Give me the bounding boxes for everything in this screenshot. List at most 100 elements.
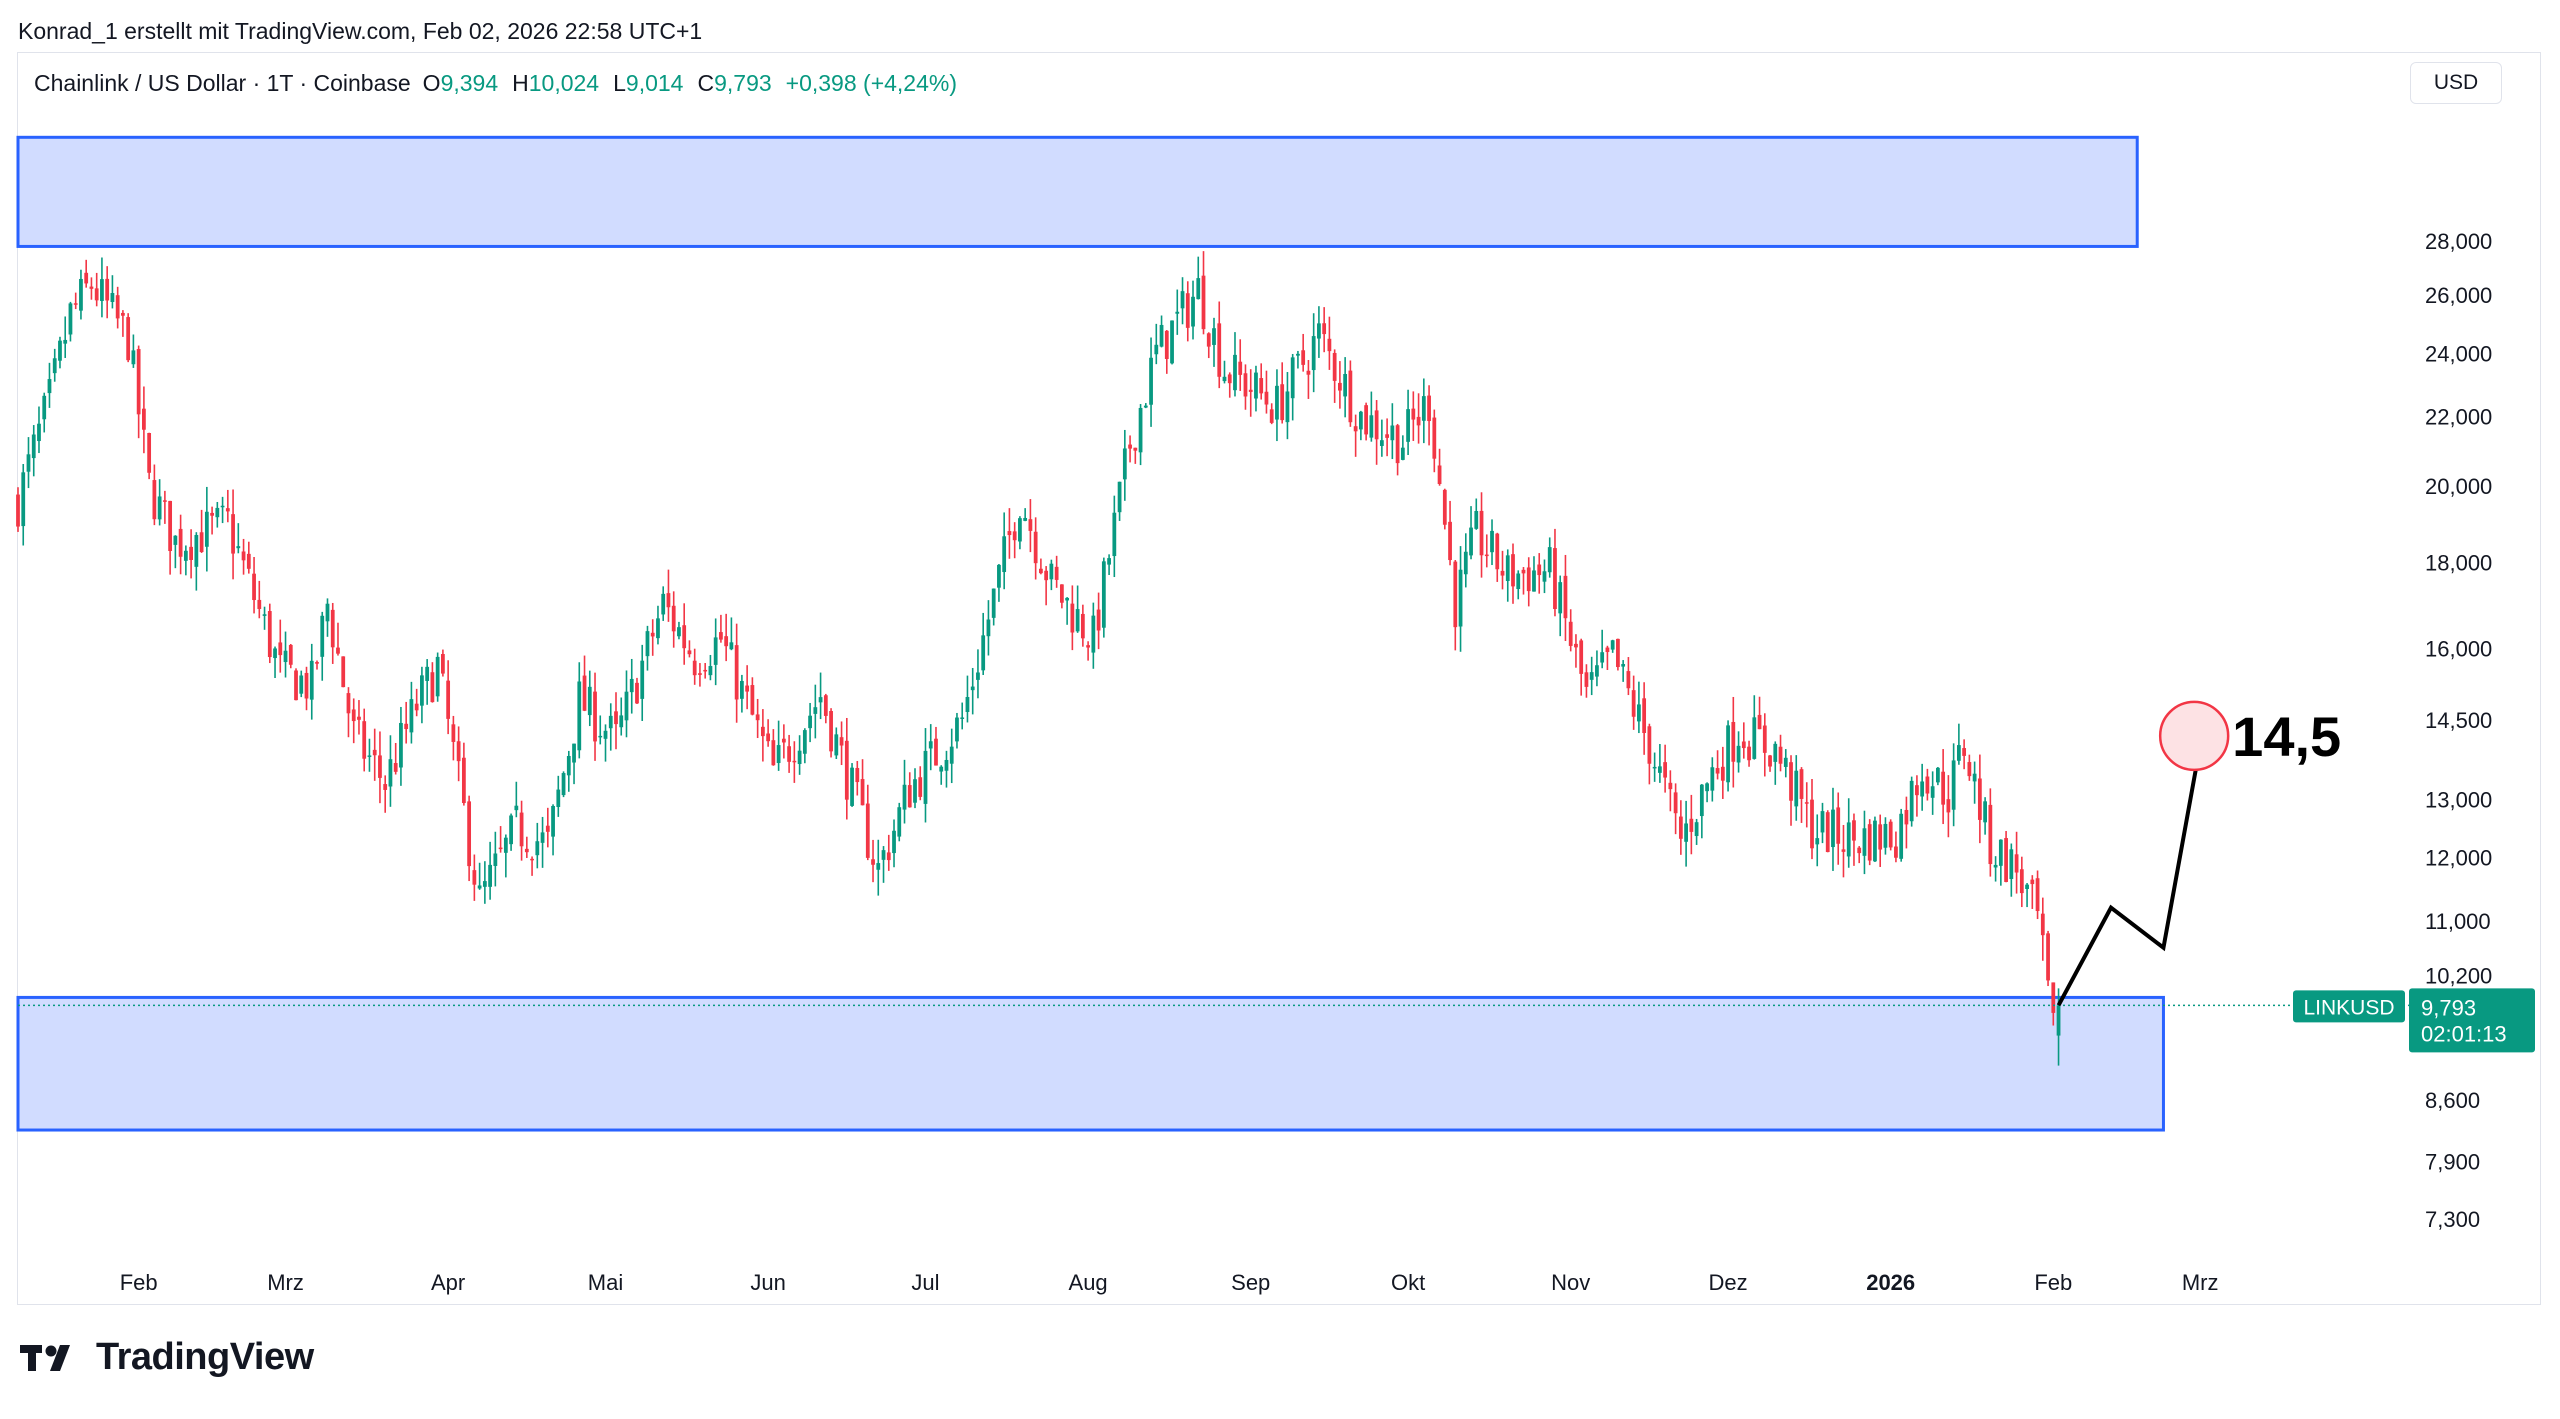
candle-body [614, 711, 618, 725]
candle-body [1915, 785, 1919, 796]
candle-body [608, 715, 613, 729]
candle-body [110, 293, 115, 302]
candle-body [1201, 275, 1206, 330]
candle-body [1568, 621, 1573, 646]
candle-body [850, 767, 854, 806]
high-value: 10,024 [528, 70, 600, 96]
candle-body [1505, 555, 1510, 582]
price-tag-value: 9,793 [2421, 995, 2476, 1020]
candle-body [1684, 823, 1688, 842]
candle-body [635, 682, 639, 704]
candle-body [997, 564, 1001, 588]
candle-body [582, 675, 587, 711]
candle-body [1888, 821, 1893, 848]
candle-body [1096, 609, 1101, 631]
candle-body [351, 709, 356, 722]
candle-body [1657, 766, 1662, 773]
candle-body [656, 618, 660, 639]
candle-body [1175, 311, 1180, 314]
candle-body [1421, 396, 1426, 421]
candle-body [21, 472, 26, 527]
candle-body [839, 737, 844, 746]
candle-body [1243, 373, 1248, 397]
candle-body [420, 675, 424, 706]
candle-body [771, 740, 776, 766]
candle-body [797, 750, 802, 765]
resistance-zone[interactable] [16, 135, 2139, 248]
candle-body [1647, 726, 1652, 764]
candle-body [399, 722, 403, 768]
candle-body [31, 434, 36, 459]
candle-body [1878, 824, 1883, 850]
price-tag[interactable] [2409, 988, 2535, 1053]
ticker-tag[interactable] [2293, 990, 2405, 1023]
candle-body [388, 759, 393, 787]
candle-body [1783, 757, 1788, 767]
candle-body [1810, 799, 1814, 849]
candle-body [357, 716, 361, 720]
open-key: O [422, 70, 441, 96]
candle-body [288, 644, 293, 665]
x-tick-label: Nov [1551, 1270, 1590, 1295]
tradingview-brand[interactable]: TradingView [20, 1336, 314, 1379]
candle-body [152, 480, 157, 520]
candle-body [325, 603, 330, 622]
y-tick-label: 18,000 [2425, 551, 2492, 576]
candle-body [2056, 1005, 2061, 1036]
candle-body [1983, 801, 1987, 823]
x-tick-label: Okt [1391, 1270, 1425, 1295]
candle-body [1059, 584, 1064, 603]
candle-body [1285, 391, 1290, 423]
candle-body [1191, 296, 1195, 327]
candle-body [194, 534, 199, 567]
candle-body [1002, 536, 1007, 573]
candle-body [1238, 361, 1243, 375]
candle-body [1951, 760, 1956, 810]
candle-body [1967, 762, 1972, 777]
candle-body [860, 779, 865, 806]
candle-body [63, 339, 68, 344]
candle-body [1112, 512, 1117, 557]
candle-body [1075, 609, 1080, 632]
candle-body [1269, 409, 1274, 423]
candle-body [1820, 811, 1825, 833]
candle-body [58, 340, 62, 361]
target-circle[interactable] [2158, 700, 2230, 772]
currency-button[interactable]: USD [2410, 62, 2502, 104]
candle-body [650, 632, 655, 637]
candle-body [1185, 293, 1190, 328]
candle-body [1904, 809, 1909, 825]
candle-body [1946, 799, 1951, 813]
candle-body [713, 637, 718, 665]
candle-body [1437, 465, 1442, 484]
candle-body [79, 278, 83, 311]
candle-body [1039, 568, 1043, 574]
candle-body [1490, 530, 1494, 553]
x-tick-label: Jul [911, 1270, 939, 1295]
candle-body [1652, 766, 1657, 769]
candle-body [2025, 884, 2029, 890]
candle-body [1836, 807, 1841, 844]
projection-path[interactable] [2056, 745, 2203, 1007]
candle-body [755, 714, 760, 721]
candle-body [136, 349, 141, 415]
candle-body [1720, 766, 1725, 781]
candle-body [918, 777, 923, 797]
candle-body [1977, 778, 1982, 820]
candle-body [687, 650, 692, 655]
support-zone[interactable] [16, 995, 2165, 1132]
candle-body [1227, 374, 1232, 384]
candle-body [1379, 440, 1384, 446]
candle-body [1400, 447, 1405, 460]
candle-body [1747, 746, 1751, 761]
symbol-title[interactable]: Chainlink / US Dollar · 1T · Coinbase [34, 70, 411, 96]
candle-body [346, 693, 351, 714]
candle-body [1962, 748, 1967, 756]
candle-body [1222, 376, 1227, 382]
candle-body [587, 686, 592, 716]
candle-body [294, 670, 298, 701]
candle-body [1007, 531, 1012, 536]
candle-body [330, 609, 335, 648]
candle-body [1831, 809, 1835, 848]
